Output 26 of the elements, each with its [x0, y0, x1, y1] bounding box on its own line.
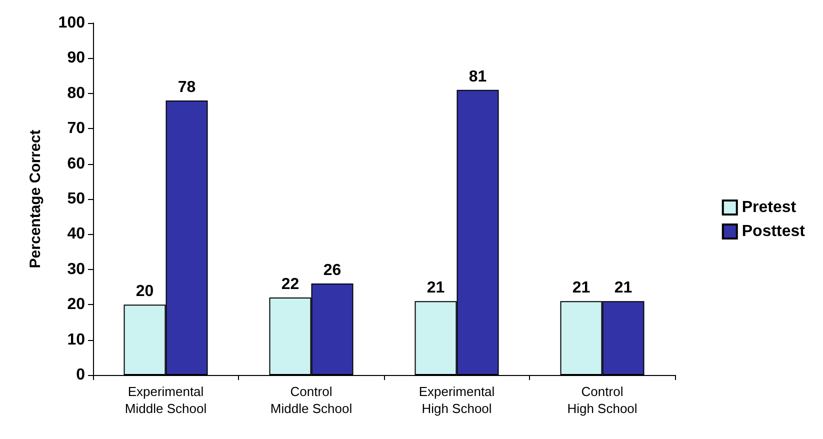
y-tick-label: 0	[76, 366, 86, 384]
y-tick-label: 90	[67, 50, 86, 67]
data-label: 26	[323, 262, 342, 279]
y-tick-label: 80	[67, 84, 86, 102]
y-axis-title: Percentage Correct	[27, 130, 44, 268]
data-label: 21	[572, 280, 590, 297]
data-label: 22	[281, 276, 300, 294]
legend-label: Posttest	[742, 223, 806, 240]
data-label: 21	[614, 280, 632, 297]
y-tick-label: 70	[67, 120, 86, 138]
y-tick-label: 40	[67, 226, 86, 243]
y-tick-label: 100	[58, 14, 86, 32]
data-label: 20	[136, 283, 154, 300]
data-label: 21	[426, 280, 445, 297]
data-label: 78	[178, 78, 196, 96]
y-tick-label: 60	[67, 155, 86, 172]
x-tick-label: Control High School	[567, 384, 638, 416]
y-tick-label: 50	[67, 190, 86, 208]
x-tick-label: Experimental High School	[418, 384, 495, 416]
data-label: 81	[468, 68, 487, 86]
x-tick-label: Experimental Middle School	[124, 384, 207, 416]
legend-label: Pretest	[742, 199, 797, 216]
y-tick-label: 20	[67, 296, 86, 314]
y-tick-label: 30	[67, 260, 86, 278]
x-tick-label: Control Middle School	[270, 384, 352, 416]
y-tick-label: 10	[67, 331, 86, 348]
